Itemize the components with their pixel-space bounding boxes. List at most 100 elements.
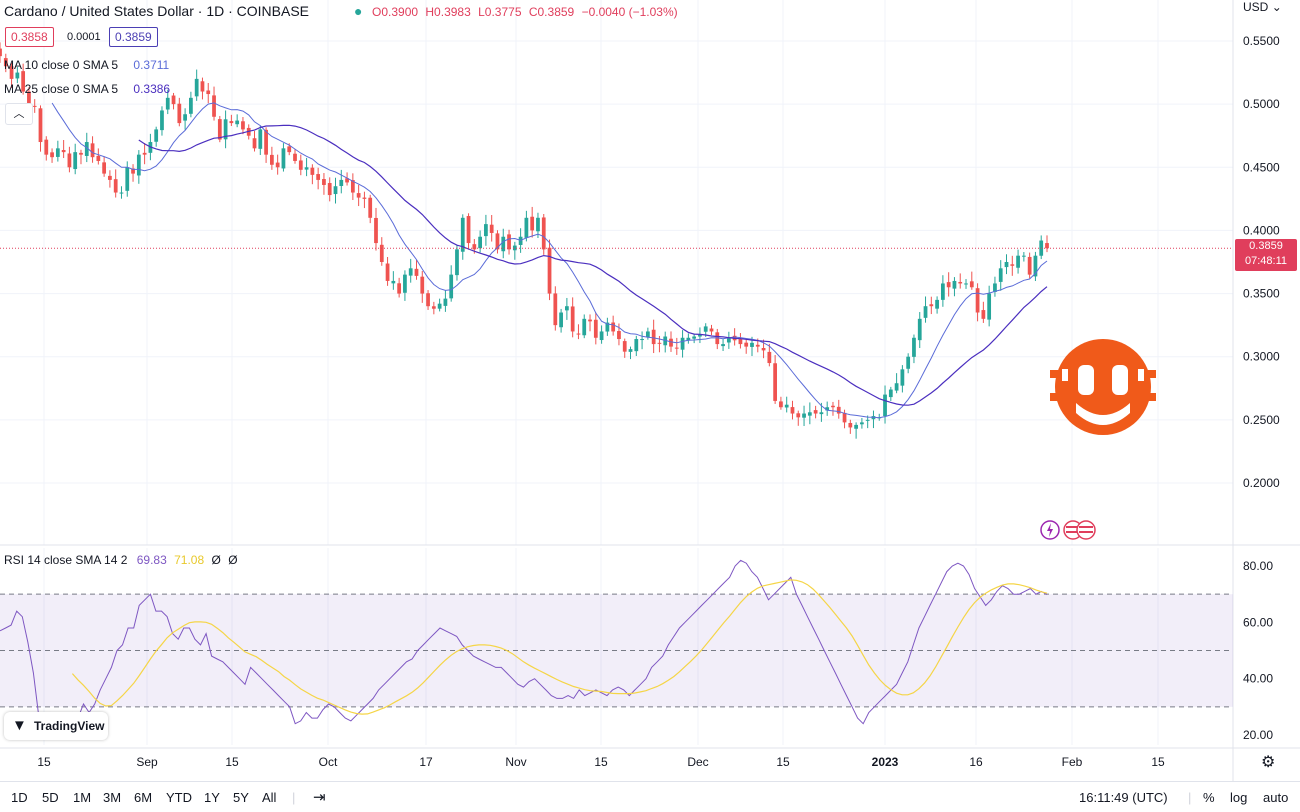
candle-body (200, 81, 205, 92)
candle-body (507, 234, 511, 250)
candle-body (264, 129, 268, 155)
candle-body (1004, 262, 1009, 268)
candle-body (773, 363, 778, 401)
ohlc-values: O0.3900 H0.3983 L0.3775 C0.3859 −0.0040 … (372, 5, 682, 19)
settings-gear-icon[interactable]: ⚙ (1261, 754, 1276, 771)
candle-body (674, 347, 679, 349)
time-tick-label: 16 (969, 755, 983, 769)
candle-body (50, 152, 54, 158)
collapse-legend-button[interactable]: ︿ (5, 103, 33, 125)
candle-body (241, 121, 245, 130)
current-price: 0.3859 (1249, 240, 1283, 252)
candle-body (530, 216, 535, 231)
candle-body (692, 336, 697, 339)
ma10-label: MA 10 close 0 SMA 5 (4, 58, 119, 72)
candle-body (969, 281, 974, 288)
candle-body (472, 244, 477, 250)
candle-body (628, 349, 633, 352)
candle-body (484, 224, 488, 237)
auto-toggle[interactable]: auto (1263, 790, 1289, 805)
candle-body (790, 407, 795, 414)
time-tick-label: Feb (1062, 755, 1083, 769)
candle-body (836, 406, 841, 414)
candle-body (501, 236, 506, 252)
candle-body (512, 245, 517, 251)
candle-body (113, 179, 118, 193)
range-1d[interactable]: 1D (11, 790, 28, 805)
time-tick-label: Dec (687, 755, 708, 769)
candle-body (316, 174, 321, 180)
candle-body (73, 152, 78, 170)
change-value: −0.0040 (−1.03%) (581, 5, 678, 19)
price-tick-label: 0.4500 (1243, 160, 1280, 174)
candle-body (160, 110, 164, 131)
chart-canvas[interactable]: 0.5500 0.5000 0.4500 0.4000 0.3500 0.3000 0.25… (0, 0, 1300, 781)
candle-body (194, 78, 199, 97)
candle-body (455, 249, 459, 276)
price-tick-label: 0.2500 (1243, 413, 1280, 427)
candle-body (258, 129, 263, 149)
candle-body (553, 293, 558, 326)
candle-body (761, 348, 766, 351)
candle-body (385, 263, 390, 281)
candle-body (489, 224, 494, 233)
range-6m[interactable]: 6M (134, 790, 153, 805)
current-price-tag: 0.3859 07:48:11 (1235, 239, 1297, 271)
candle-body (223, 119, 228, 140)
range-3m[interactable]: 3M (103, 790, 122, 805)
candle-body (611, 322, 616, 332)
currency-select[interactable]: USD ⌄ (1243, 0, 1282, 14)
range-5y[interactable]: 5Y (233, 790, 249, 805)
tradingview-logo-icon: ▼ (12, 717, 27, 734)
candle-body (281, 148, 286, 169)
candle-body (576, 333, 581, 335)
candle-body (946, 282, 951, 288)
rsi-legend[interactable]: RSI 14 close SMA 14 2 69.83 71.08 Ø Ø (4, 553, 238, 567)
rsi-tick-label: 80.00 (1243, 559, 1273, 573)
time-tick-label: 15 (1151, 755, 1165, 769)
candle-body (593, 319, 598, 338)
time-tick-label: 15 (594, 755, 608, 769)
candle-body (322, 179, 326, 185)
candle-body (1033, 255, 1038, 277)
range-1y[interactable]: 1Y (204, 790, 220, 805)
range-ytd[interactable]: YTD (166, 790, 192, 805)
range-all[interactable]: All (262, 790, 277, 805)
ma10-legend[interactable]: MA 10 close 0 SMA 5 0.3711 (4, 58, 169, 72)
candle-body (67, 153, 72, 168)
candle-body (293, 153, 297, 161)
candle-body (686, 337, 691, 341)
candle-body (84, 142, 89, 156)
range-5d[interactable]: 5D (42, 790, 59, 805)
price-tick-label: 0.4000 (1243, 223, 1280, 237)
candle-body (408, 268, 413, 276)
candle-body (275, 162, 280, 168)
percent-toggle[interactable]: % (1203, 790, 1215, 805)
candle-body (952, 280, 957, 289)
candle-body (397, 283, 402, 294)
clock-display[interactable]: 16:11:49 (UTC) (1079, 790, 1168, 805)
events-icons[interactable] (1040, 519, 1100, 541)
candle-body (431, 306, 436, 309)
candle-body (287, 146, 292, 153)
candle-body (310, 167, 315, 175)
candle-body (177, 103, 182, 124)
log-toggle[interactable]: log (1230, 790, 1248, 805)
candle-body (449, 274, 454, 299)
candle-body (420, 276, 425, 294)
ma25-legend[interactable]: MA 25 close 0 SMA 5 0.3386 (4, 82, 170, 96)
date-range-icon[interactable]: ⇥ (313, 789, 326, 806)
candle-body (848, 422, 853, 428)
tradingview-badge[interactable]: ▼ TradingView (4, 712, 108, 740)
buy-price-box[interactable]: 0.3859 (109, 27, 158, 47)
candle-body (298, 160, 303, 170)
candle-body (403, 274, 407, 293)
candle-body (854, 424, 858, 429)
sell-price-box[interactable]: 0.3858 (5, 27, 54, 47)
range-1m[interactable]: 1M (73, 790, 92, 805)
candle-body (750, 342, 754, 347)
candle-body (125, 167, 130, 191)
candle-body (495, 233, 500, 250)
candle-body (15, 72, 20, 79)
candle-body (964, 283, 968, 285)
